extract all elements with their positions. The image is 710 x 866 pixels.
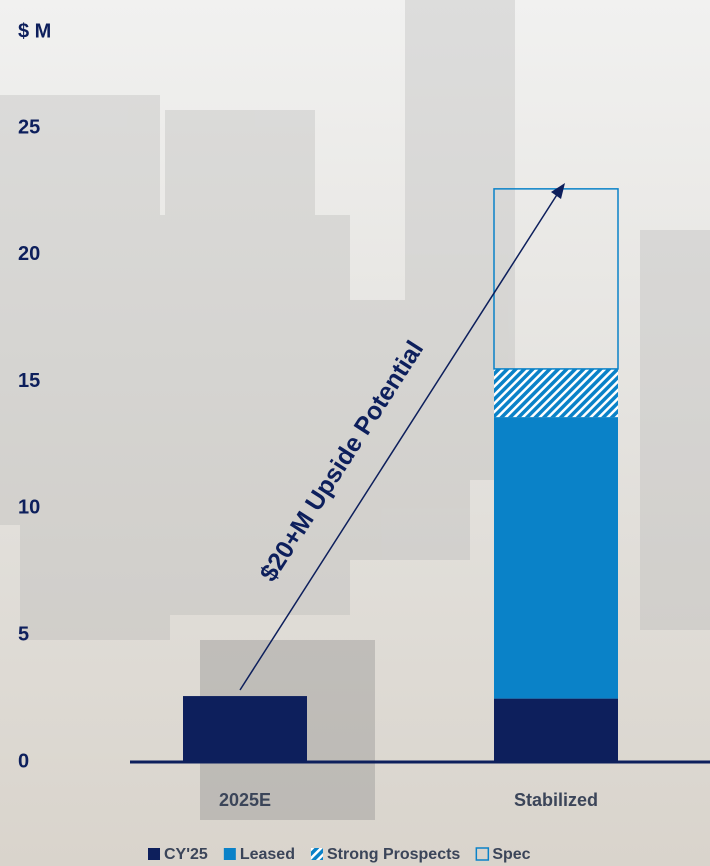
legend-swatch bbox=[310, 848, 323, 860]
bar-segment bbox=[494, 368, 618, 418]
x-tick-label: 2025E bbox=[219, 790, 271, 810]
y-tick-label: 5 bbox=[18, 623, 29, 645]
y-axis-label: $ M bbox=[18, 20, 51, 42]
legend-label: Leased bbox=[240, 846, 295, 863]
bar-segment bbox=[494, 417, 618, 699]
legend-swatch bbox=[148, 848, 160, 860]
bar-segment bbox=[183, 696, 307, 762]
y-tick-label: 0 bbox=[18, 750, 29, 772]
annotation-arrow bbox=[239, 189, 561, 691]
x-tick-label: Stabilized bbox=[514, 790, 598, 810]
legend-label: Strong Prospects bbox=[327, 846, 460, 863]
legend-label: CY'25 bbox=[164, 846, 208, 863]
y-tick-label: 25 bbox=[18, 116, 40, 138]
bar-segment bbox=[494, 698, 618, 762]
legend-swatch bbox=[223, 848, 236, 860]
y-tick-label: 10 bbox=[18, 497, 40, 519]
legend-label: Spec bbox=[492, 846, 530, 863]
y-tick-label: 15 bbox=[18, 370, 40, 392]
legend-swatch bbox=[475, 847, 490, 861]
y-tick-label: 20 bbox=[18, 243, 40, 265]
arrow-head bbox=[551, 183, 565, 199]
